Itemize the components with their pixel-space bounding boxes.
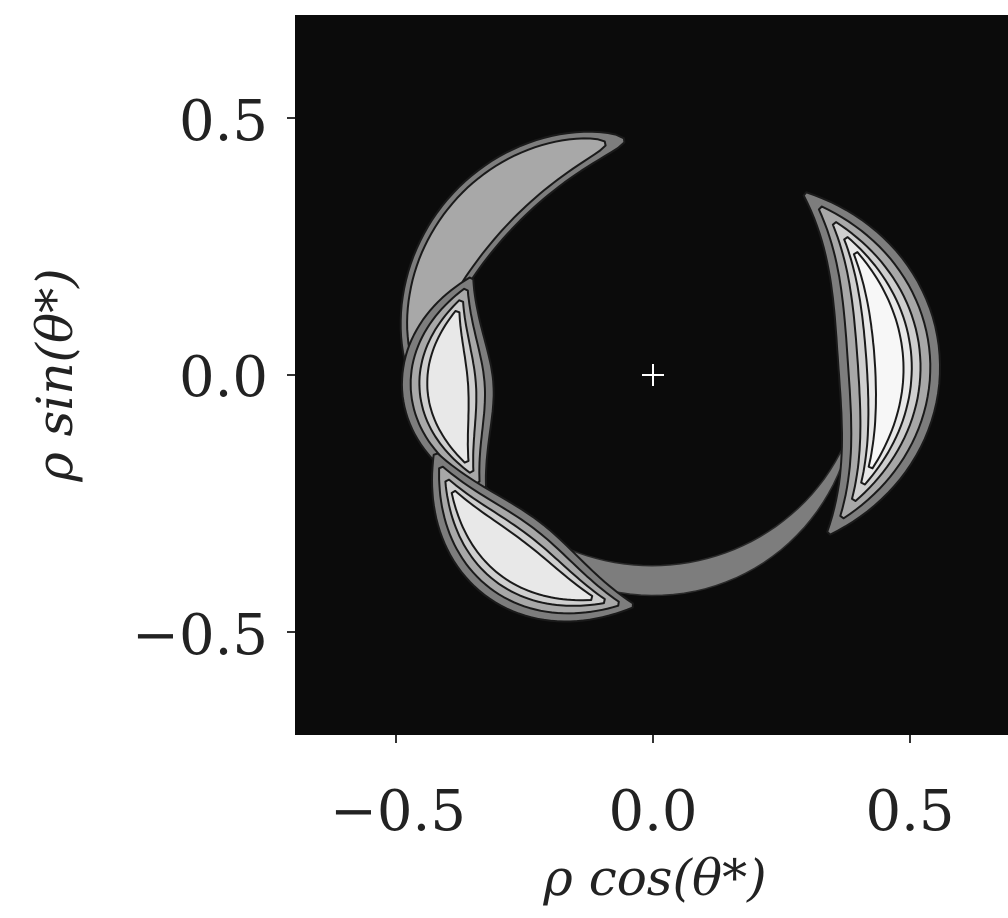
x-tick-label: −0.5 (330, 779, 466, 844)
axis-ticks (287, 117, 911, 743)
contour-bands (399, 130, 941, 623)
y-tick-label: 0.0 (179, 345, 268, 410)
y-axis-label: ρ sin(θ*) (26, 268, 84, 482)
x-axis-label: ρ cos(θ*) (542, 849, 766, 907)
center-cross-marker (642, 364, 664, 386)
contour-level-lower-left (450, 489, 594, 602)
contour-level-right (852, 251, 905, 470)
x-tick-label: 0.5 (865, 779, 954, 844)
x-tick-label: 0.0 (608, 779, 697, 844)
contour-level-left (426, 310, 470, 464)
y-tick-label: 0.5 (179, 89, 268, 154)
y-tick-label: −0.5 (132, 603, 268, 668)
